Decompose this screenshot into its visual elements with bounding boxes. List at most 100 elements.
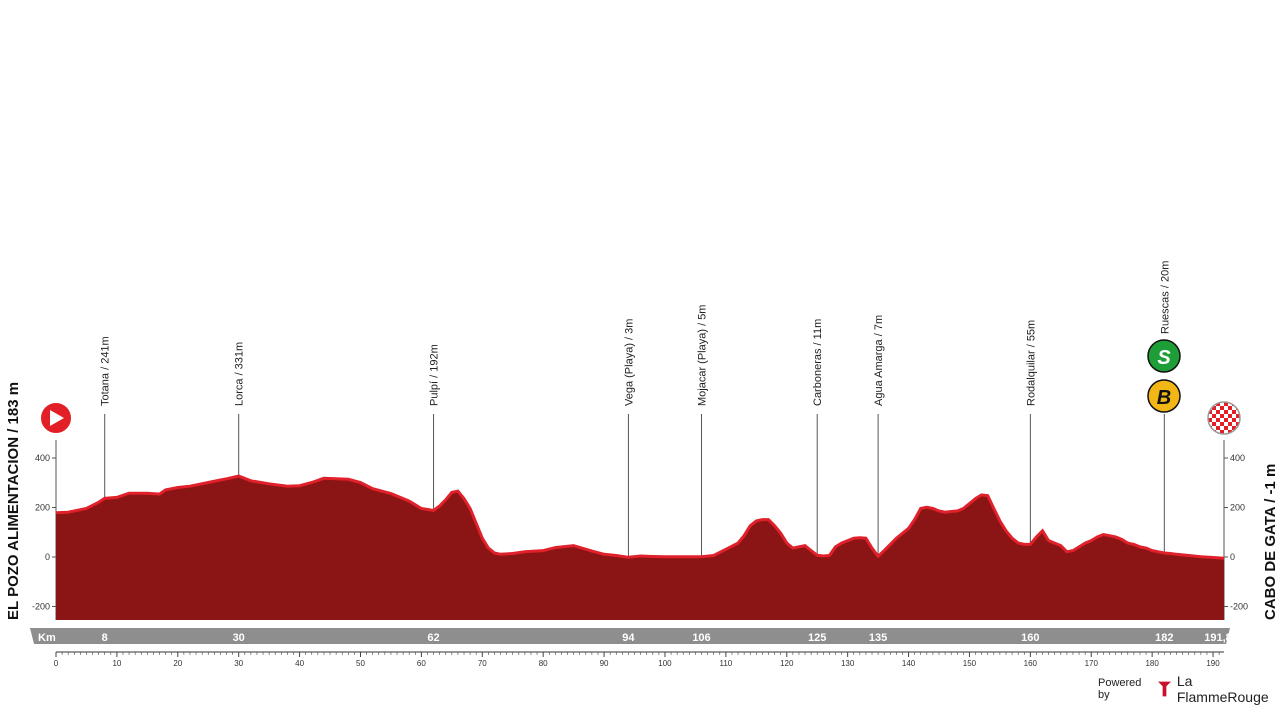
finish-checker: [1208, 402, 1244, 438]
poi-label: Carboneras / 11m: [812, 319, 824, 406]
checker-square: [1224, 406, 1228, 410]
km-marker-value: 62: [427, 632, 439, 644]
checker-square: [1228, 410, 1232, 414]
x-tick-label: 0: [54, 659, 59, 668]
checker-square: [1232, 406, 1236, 410]
checker-square: [1240, 426, 1244, 430]
start-label: EL POZO ALIMENTACION / 183 m: [5, 382, 22, 620]
bonus-badge-letter: B: [1157, 387, 1171, 409]
checker-square: [1216, 418, 1220, 422]
checker-square: [1236, 410, 1240, 414]
x-tick-label: 130: [841, 659, 855, 668]
checker-square: [1236, 414, 1240, 418]
elevation-area: [56, 475, 1224, 620]
checker-square: [1240, 410, 1244, 414]
y-tick-label-left: -200: [32, 602, 50, 612]
km-axis-label: Km: [38, 632, 56, 644]
checker-square: [1224, 426, 1228, 430]
y-tick-label-left: 400: [35, 453, 50, 463]
checker-square: [1208, 418, 1212, 422]
x-tick-label: 110: [719, 659, 732, 668]
y-tick-label-right: -200: [1230, 602, 1248, 612]
checker-square: [1228, 434, 1232, 438]
checker-square: [1216, 406, 1220, 410]
checker-square: [1224, 422, 1228, 426]
km-marker-value: 135: [869, 632, 887, 644]
y-axis-right: 400 200 0 -200: [1223, 440, 1248, 620]
checker-square: [1216, 410, 1220, 414]
checker-square: [1224, 410, 1228, 414]
x-tick-label: 180: [1145, 659, 1159, 668]
y-tick-label-right: 200: [1230, 503, 1245, 513]
y-tick-label-left: 200: [35, 503, 50, 513]
checker-square: [1228, 426, 1232, 430]
sprint-badge-letter: S: [1157, 347, 1171, 369]
elevation-ridge: [55, 474, 1225, 560]
x-tick-label: 150: [963, 659, 977, 668]
km-marker-value: 182: [1155, 632, 1173, 644]
sprint-badge: S: [1147, 339, 1181, 373]
checker-square: [1224, 430, 1228, 434]
km-marker-value: 106: [692, 632, 710, 644]
checker-square: [1236, 430, 1240, 434]
checker-square: [1240, 422, 1244, 426]
checker-square: [1216, 402, 1220, 406]
checker-square: [1212, 422, 1216, 426]
poi-label: Mojacar (Playa) / 5m: [697, 305, 709, 406]
poi-label: Agua Amarga / 7m: [873, 315, 885, 406]
poi-label: Totana / 241m: [100, 336, 112, 406]
checker-square: [1212, 418, 1216, 422]
y-tick-label-left: 0: [45, 552, 50, 562]
checker-square: [1240, 434, 1244, 438]
finish-flag-icon: [1207, 401, 1244, 438]
poi-label: Lorca / 331m: [234, 342, 246, 406]
poi-label: Ruescas / 20m: [1159, 261, 1171, 334]
checker-square: [1216, 422, 1220, 426]
checker-square: [1236, 422, 1240, 426]
x-tick-label: 160: [1024, 659, 1038, 668]
checker-square: [1220, 430, 1224, 434]
x-tick-label: 140: [902, 659, 916, 668]
checker-square: [1208, 410, 1212, 414]
checker-square: [1224, 414, 1228, 418]
checker-square: [1236, 402, 1240, 406]
checker-square: [1236, 418, 1240, 422]
poi-labels: Totana / 241m Lorca / 331m Pulpí / 192m Veg…: [100, 261, 1172, 406]
poi-label: Vega (Playa) / 3m: [623, 319, 635, 406]
brand-name: La FlammeRouge: [1176, 673, 1269, 705]
checker-square: [1240, 402, 1244, 406]
finish-outline: [1207, 401, 1241, 435]
brand-footer: Powered by La FlammeRouge: [1098, 673, 1280, 705]
checker-square: [1220, 418, 1224, 422]
checker-square: [1212, 410, 1216, 414]
x-tick-label: 30: [234, 659, 243, 668]
checker-square: [1220, 406, 1224, 410]
x-tick-label: 20: [173, 659, 182, 668]
checker-square: [1212, 414, 1216, 418]
checker-square: [1208, 414, 1212, 418]
checker-square: [1236, 434, 1240, 438]
km-marker-value: 160: [1021, 632, 1039, 644]
km-marker-value: 191,8: [1204, 632, 1232, 644]
checker-square: [1228, 418, 1232, 422]
checker-square: [1216, 430, 1220, 434]
x-tick-label: 40: [295, 659, 304, 668]
km-marker-value: 94: [622, 632, 635, 644]
checker-square: [1208, 430, 1212, 434]
powered-by-text: Powered by: [1098, 677, 1142, 701]
km-marker-value: 125: [808, 632, 826, 644]
checker-square: [1224, 418, 1228, 422]
checker-square: [1220, 402, 1224, 406]
checker-square: [1208, 434, 1212, 438]
y-tick-label-right: 400: [1230, 453, 1245, 463]
checker-square: [1216, 426, 1220, 430]
x-tick-label: 190: [1206, 659, 1220, 668]
checker-square: [1216, 414, 1220, 418]
checker-square: [1232, 418, 1236, 422]
x-tick-label: 70: [478, 659, 487, 668]
checker-square: [1232, 414, 1236, 418]
x-tick-label: 120: [780, 659, 794, 668]
checker-square: [1232, 422, 1236, 426]
km-marker-bar: [30, 628, 1230, 644]
